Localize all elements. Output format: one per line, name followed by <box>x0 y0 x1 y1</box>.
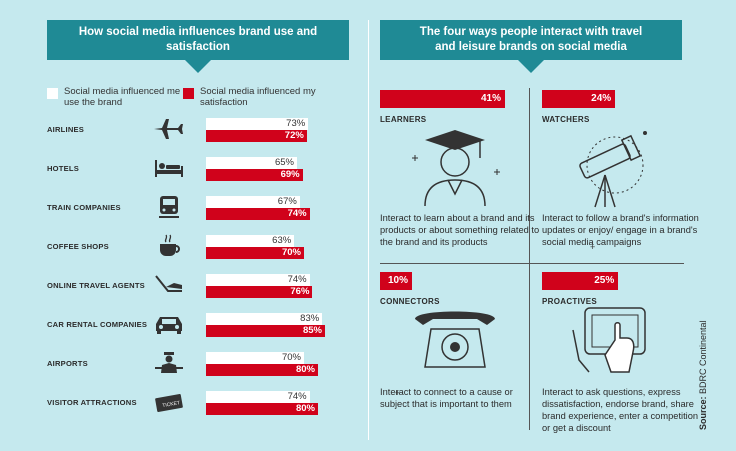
bar-use: 74% <box>206 391 310 403</box>
category-label: AIRPORTS <box>47 359 88 368</box>
left-title-line2: satisfaction <box>166 41 230 53</box>
source-note: Source: BDRC Continental <box>698 320 708 430</box>
panel-title: CONNECTORS <box>380 297 440 306</box>
panel-percent-bar: 25% <box>542 272 619 290</box>
legend-swatch-sat <box>183 88 194 99</box>
ticket-icon: TICKET <box>155 394 183 412</box>
bar-use: 70% <box>206 352 304 364</box>
right-title-banner: The four ways people interact with trave… <box>380 20 682 73</box>
category-label: ONLINE TRAVEL AGENTS <box>47 281 145 290</box>
telephone-icon <box>415 311 495 368</box>
graduate-icon <box>412 130 500 207</box>
category-label: AIRLINES <box>47 125 85 134</box>
panel-percent-bar: 10% <box>380 272 412 290</box>
car-icon <box>156 317 182 334</box>
coffee-cup-icon <box>160 234 180 256</box>
left-title-banner: How social media influences brand use an… <box>47 20 349 73</box>
laptop-hand-icon <box>155 275 182 292</box>
airport-officer-icon <box>155 352 183 373</box>
right-title-line2: and leisure brands on social media <box>435 41 627 53</box>
bar-use: 67% <box>206 196 300 208</box>
legend-swatch-use <box>47 88 58 99</box>
tablet-touch-icon <box>572 307 646 373</box>
train-icon <box>159 196 179 218</box>
panel-description: Interact to learn about a brand and its … <box>380 213 540 247</box>
banner-arrow <box>518 60 544 73</box>
telescope-icon <box>579 131 647 208</box>
source-text: BDRC Continental <box>698 320 708 394</box>
bar-satisfaction: 80% <box>206 364 318 376</box>
legend-use: Social media influenced me to use the br… <box>47 86 207 110</box>
bar-use: 65% <box>206 157 297 169</box>
legend-label-use: Social media influenced me to use the br… <box>64 86 191 108</box>
panel-description: Interact to follow a brand's information… <box>542 213 699 247</box>
category-label: VISITOR ATTRACTIONS <box>47 398 137 407</box>
airplane-icon <box>154 119 183 139</box>
panel-title: PROACTIVES <box>542 297 598 306</box>
bar-satisfaction: 74% <box>206 208 310 220</box>
banner-arrow <box>185 60 211 73</box>
quadrant-horizontal-line <box>380 263 684 264</box>
bar-satisfaction: 72% <box>206 130 307 142</box>
panel-description: Interact to ask questions, express dissa… <box>542 387 699 433</box>
bar-satisfaction: 69% <box>206 169 303 181</box>
source-label: Source: <box>698 396 708 430</box>
category-label: COFFEE SHOPS <box>47 242 109 251</box>
panel-description: Interact to connect to a cause or subjec… <box>380 387 513 409</box>
left-title-line1: How social media influences brand use an… <box>78 26 318 38</box>
bed-icon <box>155 160 183 177</box>
panel-divider <box>368 20 369 440</box>
panel-percent-bar: 24% <box>542 90 616 108</box>
bar-use: 63% <box>206 235 295 247</box>
bar-satisfaction: 76% <box>206 286 313 298</box>
bar-use: 73% <box>206 118 309 130</box>
bar-satisfaction: 70% <box>206 247 304 259</box>
panel-title: LEARNERS <box>380 115 427 124</box>
bar-use: 83% <box>206 313 323 325</box>
sparkle-icon: + <box>395 388 401 398</box>
bar-satisfaction: 85% <box>206 325 325 337</box>
panel-title: WATCHERS <box>542 115 590 124</box>
legend-sat: Social media influenced my satisfaction <box>183 86 343 110</box>
bar-satisfaction: 80% <box>206 403 318 415</box>
svg-text:TICKET: TICKET <box>162 400 181 409</box>
right-title-line1: The four ways people interact with trave… <box>419 26 643 38</box>
legend-label-sat: Social media influenced my satisfaction <box>200 86 316 108</box>
category-label: HOTELS <box>47 164 79 173</box>
bar-use: 74% <box>206 274 310 286</box>
sparkle-icon: + <box>590 242 596 252</box>
quadrant-vertical-line <box>529 88 530 430</box>
category-label: CAR RENTAL COMPANIES <box>47 320 148 329</box>
panel-percent-bar: 41% <box>380 90 505 108</box>
category-label: TRAIN COMPANIES <box>47 203 121 212</box>
